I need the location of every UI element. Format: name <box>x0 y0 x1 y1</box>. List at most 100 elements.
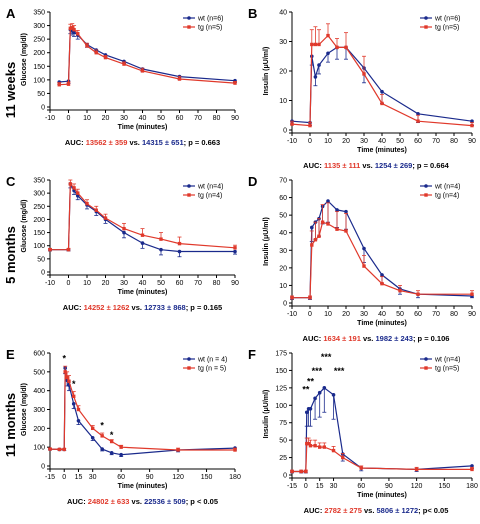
y-tick-label: 200 <box>33 217 45 224</box>
panel-letter: E <box>6 347 15 362</box>
x-tick-label: 60 <box>357 483 365 490</box>
data-point <box>72 186 76 190</box>
y-tick-label: 350 <box>33 10 45 17</box>
legend-marker <box>424 16 428 20</box>
legend-entry: wt (n = 4) <box>197 357 227 364</box>
data-point <box>90 426 95 431</box>
legend-marker <box>424 184 428 188</box>
legend-entry: tg (n = 5) <box>198 366 226 373</box>
x-tick-label: 0 <box>304 483 308 490</box>
x-tick-label: 90 <box>231 115 239 122</box>
y-tick-label: 100 <box>275 403 287 410</box>
x-tick-label: 150 <box>438 483 450 490</box>
x-tick-label: 50 <box>157 115 165 122</box>
y-tick-label: 40 <box>279 10 287 17</box>
data-point <box>177 249 182 254</box>
panel-letter: B <box>248 6 257 21</box>
auc-summary: AUC: 1135 ± 111 vs. 1254 ± 269; p = 0.66… <box>303 161 449 170</box>
data-point <box>362 72 366 76</box>
auc-vs: vs. <box>363 334 376 343</box>
data-point <box>122 226 126 231</box>
legend-entry: tg (n=5) <box>435 366 459 373</box>
data-point <box>103 216 108 220</box>
data-point <box>76 419 81 423</box>
x-tick-label: 50 <box>396 311 404 318</box>
series-tg <box>290 437 474 474</box>
legend-marker <box>187 366 191 370</box>
x-tick-label: 180 <box>466 483 478 490</box>
data-point <box>85 44 89 48</box>
data-point <box>233 81 237 85</box>
y-tick-label: 0 <box>283 473 287 480</box>
x-tick-label: 120 <box>172 474 184 481</box>
x-tick-label: 0 <box>67 115 71 122</box>
y-tick-label: 50 <box>37 91 45 98</box>
significance-marker: ** <box>307 376 315 386</box>
x-tick-label: 90 <box>468 311 476 318</box>
data-point <box>322 386 327 390</box>
x-tick-label: 15 <box>316 483 324 490</box>
data-point <box>290 296 294 300</box>
data-point <box>305 441 309 446</box>
auc-label: AUC: <box>67 497 88 506</box>
y-tick-label: 0 <box>41 270 45 277</box>
data-point <box>470 123 474 128</box>
data-point <box>94 208 98 212</box>
data-point <box>68 26 73 30</box>
data-point <box>317 234 321 238</box>
legend-entry: wt (n=6) <box>434 16 460 23</box>
data-point <box>344 209 348 214</box>
data-point <box>100 434 104 438</box>
auc-vs: vs. <box>132 497 145 506</box>
x-axis-label: Time (minutes) <box>118 289 168 296</box>
data-point <box>341 455 345 460</box>
series-line <box>59 28 236 83</box>
y-tick-label: 150 <box>275 368 287 375</box>
x-tick-label: 0 <box>308 138 312 145</box>
data-point <box>308 444 313 448</box>
y-tick-label: 0 <box>41 105 45 112</box>
data-point <box>122 62 126 66</box>
auc-p-value: ; p = 0.165 <box>186 303 222 312</box>
auc-summary: AUC: 13562 ± 359 vs. 14315 ± 651; p = 0.… <box>65 138 220 147</box>
significance-marker: ** <box>302 385 310 395</box>
y-axis-label: Insulin (μU/ml) <box>263 47 270 96</box>
legend-entry: wt (n=6) <box>197 16 223 23</box>
x-tick-label: 15 <box>75 474 83 481</box>
data-point <box>335 45 339 50</box>
auc-tg-value: 24802 ± 633 <box>88 497 132 506</box>
x-tick-label: 50 <box>396 138 404 145</box>
y-tick-label: 350 <box>33 178 45 185</box>
series-wt <box>48 366 237 457</box>
auc-wt-value: 1982 ± 243 <box>375 334 412 343</box>
legend-marker <box>424 366 428 370</box>
y-tick-label: 300 <box>33 23 45 30</box>
data-point <box>85 201 89 206</box>
data-point <box>103 55 108 60</box>
auc-wt-value: 12733 ± 868 <box>144 303 186 312</box>
series-tg <box>290 23 474 128</box>
data-point <box>72 27 76 32</box>
x-tick-label: 120 <box>411 483 423 490</box>
x-tick-label: 30 <box>89 474 97 481</box>
data-point <box>100 447 104 451</box>
data-point <box>310 225 314 230</box>
auc-summary: AUC: 1634 ± 191 vs. 1982 ± 243; p = 0.10… <box>303 334 450 343</box>
x-tick-label: 60 <box>414 138 422 145</box>
data-point <box>90 435 95 440</box>
data-point <box>233 249 237 254</box>
significance-marker: *** <box>334 366 345 376</box>
x-axis-label: Time (minutes) <box>118 124 168 131</box>
auc-p-value: ; p = 0.106 <box>413 334 449 343</box>
auc-tg-value: 13562 ± 359 <box>86 138 130 147</box>
data-point <box>159 247 163 252</box>
series-tg <box>290 202 474 300</box>
data-point <box>416 111 420 116</box>
data-point <box>416 292 420 296</box>
y-tick-label: 300 <box>33 407 45 414</box>
y-tick-label: 300 <box>33 191 45 198</box>
data-point <box>362 246 366 251</box>
y-tick-label: 0 <box>41 464 45 471</box>
data-point <box>66 82 71 86</box>
